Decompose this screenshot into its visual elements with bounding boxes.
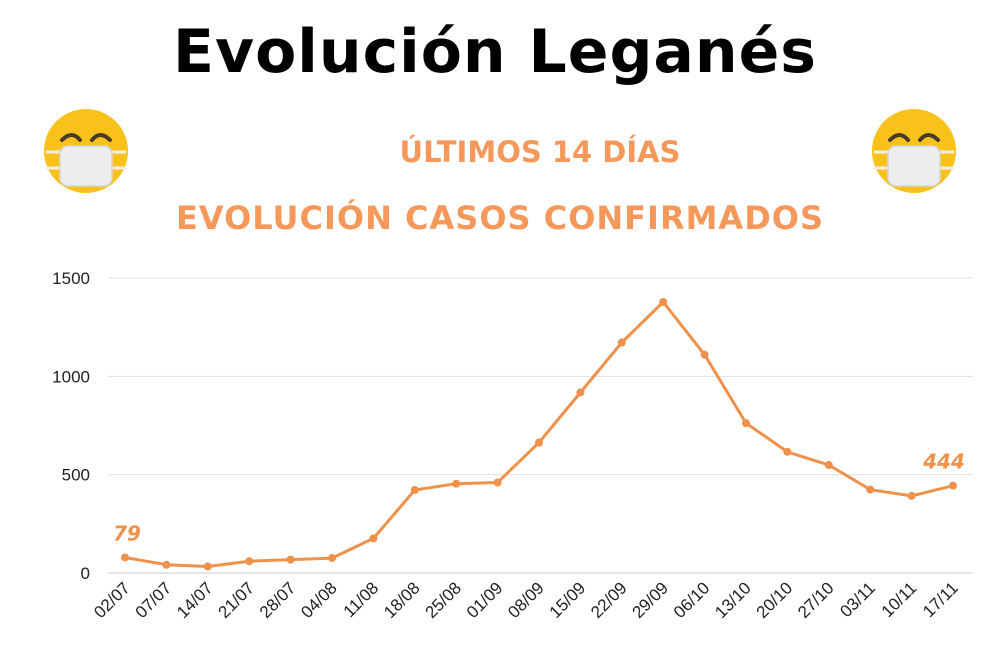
data-point (742, 419, 750, 428)
data-point (907, 491, 916, 500)
y-tick-label: 500 (62, 466, 90, 485)
x-tick-label: 14/07 (173, 578, 217, 622)
x-tick-label: 02/07 (90, 578, 134, 622)
data-point (328, 554, 336, 563)
x-tick-label: 29/09 (629, 578, 673, 622)
y-tick-label: 1500 (52, 269, 90, 288)
subtitle-period: ÚLTIMOS 14 DÍAS (399, 135, 681, 169)
x-tick-label: 10/11 (878, 578, 921, 621)
data-point (452, 479, 461, 488)
x-tick-label: 13/10 (711, 578, 755, 622)
data-point (659, 297, 668, 306)
y-tick-label: 1000 (52, 367, 90, 386)
data-point (286, 555, 295, 564)
data-point (245, 557, 254, 566)
x-tick-label: 25/08 (422, 578, 466, 622)
x-tick-label: 06/10 (670, 578, 714, 622)
data-point (493, 478, 502, 487)
x-tick-label: 01/09 (463, 578, 507, 622)
data-label: 444 (922, 450, 965, 474)
face-with-medical-mask-icon (872, 109, 956, 193)
x-tick-label: 15/09 (546, 578, 590, 622)
data-point (866, 485, 875, 494)
x-tick-label: 17/11 (919, 578, 962, 621)
line-chart: 0 500 1000 1500 02/0707/0714/0721/0728/0704… (52, 269, 973, 622)
data-point (410, 486, 419, 495)
x-tick-label: 20/10 (753, 578, 797, 622)
data-point (576, 388, 585, 397)
data-point (121, 553, 129, 562)
x-tick-label: 08/09 (504, 578, 548, 622)
data-point (949, 481, 957, 490)
series-casos (121, 297, 957, 571)
y-axis: 0 500 1000 1500 (52, 269, 90, 583)
x-tick-label: 03/11 (836, 578, 879, 621)
y-tick-label: 0 (81, 564, 90, 583)
x-tick-label: 04/08 (297, 578, 341, 622)
page-title: Evolución Leganés (172, 17, 818, 87)
data-point (203, 562, 212, 571)
x-tick-label: 28/07 (256, 578, 300, 622)
x-tick-label: 11/08 (340, 578, 383, 621)
data-point (824, 461, 833, 470)
subtitle-metric: EVOLUCIÓN CASOS CONFIRMADOS (176, 199, 824, 237)
x-tick-label: 18/08 (380, 578, 424, 622)
face-with-medical-mask-icon (44, 109, 128, 193)
x-axis: 02/0707/0714/0721/0728/0704/0811/0818/08… (90, 578, 962, 622)
data-point (369, 534, 378, 543)
x-tick-label: 21/07 (215, 578, 259, 622)
data-point (700, 350, 709, 359)
x-tick-label: 27/10 (794, 578, 838, 622)
data-point (162, 560, 171, 569)
data-label: 79 (113, 521, 141, 545)
x-tick-label: 07/07 (132, 578, 176, 622)
x-tick-label: 22/09 (587, 578, 631, 622)
data-point (617, 338, 626, 347)
data-point (783, 447, 792, 456)
data-labels: 79 444 (113, 450, 965, 546)
series-line (123, 300, 955, 568)
data-point (535, 438, 543, 447)
chart-grid (108, 277, 973, 574)
